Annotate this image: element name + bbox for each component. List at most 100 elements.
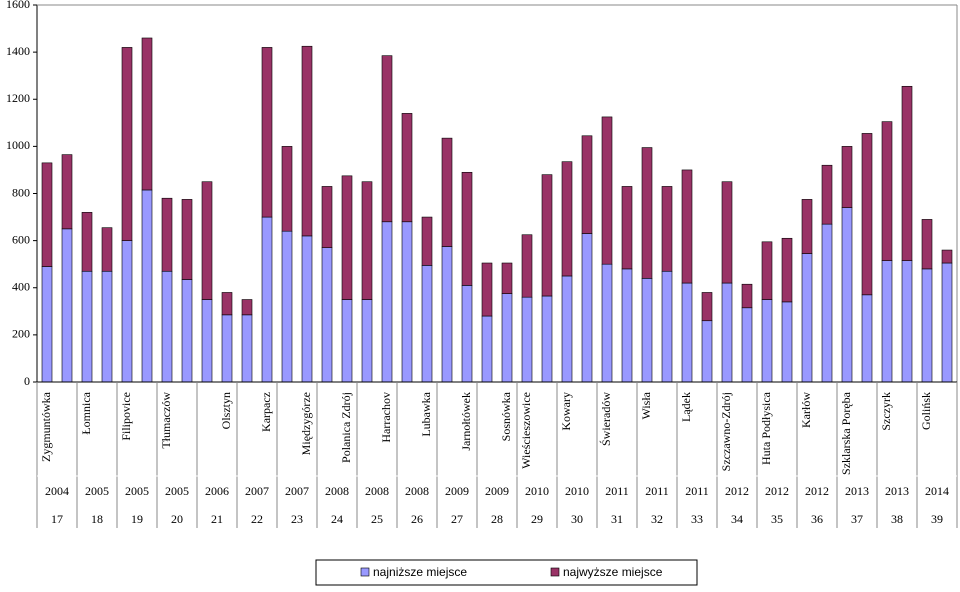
x-category-label: Zygmuntówka [39,391,53,462]
x-edition-label: 19 [131,512,143,526]
bar-segment [521,296,533,383]
x-category-label: Tłumaczów [159,392,173,449]
x-year-label: 2005 [85,484,109,498]
bar-segment [41,266,53,383]
bar-segment [641,147,653,279]
bar-segment [441,137,453,247]
bar-segment [341,299,353,383]
x-year-label: 2008 [325,484,349,498]
bar-segment [401,113,413,223]
bar-segment [221,314,233,383]
bar-segment [421,265,433,383]
bar-segment [861,133,873,296]
bar-segment [281,146,293,232]
bar-segment [541,295,553,383]
bar-segment [781,301,793,383]
x-edition-label: 32 [651,512,663,526]
bar-segment [861,294,873,383]
bar-segment [501,262,513,294]
x-category-label: Świeradów [599,392,613,446]
bar-segment [481,262,493,317]
x-edition-label: 29 [531,512,543,526]
x-year-label: 2011 [605,484,629,498]
bar-segment [321,186,333,248]
bar-segment [881,121,893,261]
bar-segment [581,135,593,234]
x-year-label: 2014 [925,484,949,498]
bar-segment [81,212,93,272]
x-category-label: Wisła [639,391,653,419]
x-category-label: Wieścieszowice [519,392,533,469]
bar-segment [921,268,933,383]
x-category-label: Kowary [559,392,573,431]
x-year-label: 2010 [565,484,589,498]
bar-segment [501,293,513,383]
x-year-label: 2007 [285,484,309,498]
x-edition-label: 22 [251,512,263,526]
x-edition-label: 31 [611,512,623,526]
x-edition-label: 27 [451,512,463,526]
bar-segment [701,292,713,322]
bar-segment [881,260,893,383]
bar-segment [661,270,673,383]
x-category-label: Szklarska Poręba [839,391,853,475]
bar-segment [901,260,913,383]
x-category-label: Huta Podłysica [759,391,773,465]
x-year-label: 2009 [485,484,509,498]
x-year-label: 2013 [885,484,909,498]
bar-segment [201,181,213,300]
x-category-label: Lubawka [419,391,433,436]
x-year-label: 2004 [45,484,69,498]
x-edition-label: 24 [331,512,343,526]
bar-segment [121,47,133,241]
bar-segment [461,171,473,286]
bar-segment [281,230,293,383]
bar-segment [381,221,393,383]
bar-segment [221,292,233,316]
x-edition-label: 30 [571,512,583,526]
bar-segment [361,181,373,300]
x-category-label: Golińsk [919,392,933,430]
x-edition-label: 25 [371,512,383,526]
x-year-label: 2005 [165,484,189,498]
x-edition-label: 34 [731,512,743,526]
bar-segment [681,282,693,383]
bar-segment [521,234,533,298]
y-tick-label: 600 [12,232,30,246]
x-edition-label: 28 [491,512,503,526]
y-tick-label: 0 [24,374,30,388]
bar-segment [141,37,153,191]
x-year-label: 2005 [125,484,149,498]
bar-segment [541,174,553,297]
bar-segment [941,249,953,264]
bar-segment [101,227,113,272]
x-edition-label: 37 [851,512,863,526]
bar-segment [61,228,73,383]
y-tick-label: 200 [12,327,30,341]
bar-segment [901,85,913,261]
x-category-label: Polanica Zdrój [339,392,353,463]
bar-segment [561,275,573,383]
bar-segment [261,47,273,218]
x-edition-label: 17 [51,512,63,526]
bar-segment [661,186,673,272]
x-category-label: Harrachov [379,392,393,443]
bar-segment [601,116,613,265]
x-category-label: Łomnica [79,391,93,434]
x-edition-label: 20 [171,512,183,526]
bar-segment [341,175,353,300]
x-category-label: Sosnówka [499,391,513,441]
y-tick-label: 1600 [6,0,30,11]
bar-segment [701,320,713,383]
x-year-label: 2008 [405,484,429,498]
legend-label: najniższe miejsce [373,565,467,579]
y-tick-label: 1400 [6,44,30,58]
bar-segment [81,270,93,383]
bar-segment [461,285,473,383]
bar-segment [621,186,633,270]
bar-segment [681,169,693,284]
x-edition-label: 35 [771,512,783,526]
bar-segment [741,283,753,309]
x-edition-label: 21 [211,512,223,526]
